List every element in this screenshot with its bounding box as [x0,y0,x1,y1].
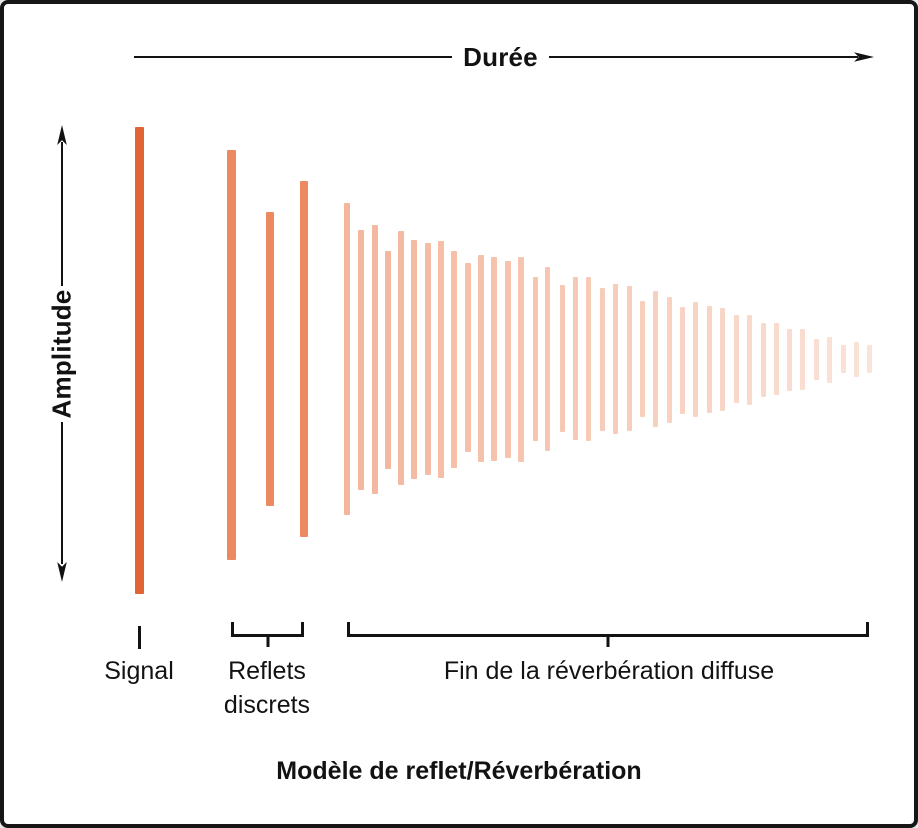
signal-bar [135,127,144,594]
arrow-right-icon [854,52,874,62]
diffuse-reverb-bar [707,306,712,413]
diffuse-reverb-bar [667,297,672,423]
diffuse-reverb-bar [385,251,391,469]
diffuse-reverb-bar [841,345,846,373]
reflections-bracket-tick [266,634,269,647]
amplitude-axis-label: Amplitude [46,289,77,419]
diffuse-reverb-bar [451,251,457,468]
diffuse-reverb-bar [693,302,698,417]
diffuse-reverb-bar [438,241,444,478]
diffuse-reverb-bar [827,337,832,383]
duration-axis-line-left [134,56,452,58]
diffuse-caption: Fin de la réverbération diffuse [443,657,775,685]
diffuse-reverb-bar [586,277,591,441]
diffuse-reverb-bar [358,230,364,490]
diffuse-reverb-bar [814,339,819,380]
signal-tick [138,626,141,649]
diffuse-reverb-bar [344,203,350,515]
diffuse-reverb-bar [867,345,872,373]
diffuse-reverb-bar [613,284,618,434]
diffuse-bracket-tick [606,634,610,647]
reflections-caption: Reflets discrets [167,654,367,722]
diffuse-reverb-bar [505,261,511,458]
arrow-up-icon [57,125,67,145]
amplitude-axis-line-top [61,142,63,286]
arrow-down-icon [57,562,67,582]
diffuse-reverb-bar [411,240,417,479]
diffuse-reverb-bar [854,342,859,377]
diffuse-reverb-bar [774,323,779,395]
figure-title: Modèle de reflet/Réverbération [276,757,642,785]
diffuse-reverb-bar [653,291,658,427]
diffuse-reverb-bar [491,257,497,461]
discrete-reflection-bar [227,150,236,560]
signal-caption: Signal [104,657,174,685]
diffuse-reverb-bar [640,301,645,417]
duration-axis-line-right [549,56,858,58]
diffuse-reverb-bar [425,243,431,475]
diffuse-reverb-bar [600,288,605,431]
diffuse-reverb-bar [478,255,484,462]
duration-axis-label: Durée [463,42,538,72]
diffuse-reverb-bar [787,329,792,391]
diffuse-reverb-bar [465,263,471,452]
reflections-bracket [231,622,304,647]
diffuse-reverb-bar [518,257,524,462]
discrete-reflection-bar [300,181,308,537]
diffuse-bracket [347,622,869,647]
diffuse-reverb-bar [372,225,378,494]
diffuse-reverb-bar [545,267,550,451]
diffuse-reverb-bar [533,277,538,441]
diffuse-reverb-bar [747,315,752,405]
diffuse-reverb-bar [734,315,739,403]
diffuse-reverb-bar [560,285,565,432]
diffuse-reverb-bar [720,308,725,411]
diffuse-reverb-bar [800,329,805,390]
diffuse-reverb-bar [398,231,404,485]
diffuse-reverb-bar [761,323,766,397]
reflections-caption-line2: discrets [223,691,311,719]
diffuse-reverb-bar [573,277,578,440]
diffuse-reverb-bar [680,307,685,414]
amplitude-axis-line-bottom [61,422,63,564]
reflections-caption-line1: Reflets [228,657,306,685]
discrete-reflection-bar [266,212,274,506]
diffuse-reverb-bar [627,286,632,431]
